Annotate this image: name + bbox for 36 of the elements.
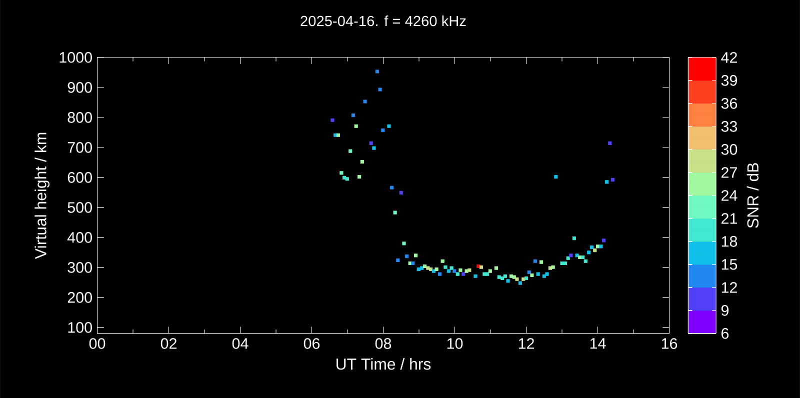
color-bar-label: 33 bbox=[721, 120, 738, 132]
color-bar-label: 27 bbox=[722, 167, 737, 178]
x-tick-label: 10 bbox=[447, 338, 463, 349]
color-bar-label: 12 bbox=[722, 282, 737, 293]
color-bar-label: 36 bbox=[721, 98, 738, 109]
x-tick-label: 08 bbox=[375, 338, 392, 349]
x-tick-label: 00 bbox=[89, 338, 106, 349]
y-tick-label: 900 bbox=[68, 82, 92, 93]
x-tick-label: 04 bbox=[232, 338, 248, 349]
color-bar-label: 21 bbox=[722, 213, 737, 224]
color-bar-label: 18 bbox=[722, 236, 738, 247]
y-tick-label: 200 bbox=[68, 292, 92, 303]
y-tick-label: 800 bbox=[68, 112, 92, 123]
color-bar-label: 15 bbox=[722, 259, 738, 270]
color-bar-label: 30 bbox=[721, 144, 738, 155]
y-tick-label: 400 bbox=[67, 232, 92, 243]
y-tick-label: 700 bbox=[68, 142, 92, 153]
y-tick-label: 500 bbox=[68, 202, 92, 213]
y-tick-label: 300 bbox=[68, 262, 92, 273]
x-axis-title: UT Time / hrs bbox=[336, 358, 431, 370]
color-bar-label: 6 bbox=[722, 328, 729, 339]
x-tick-label: 06 bbox=[304, 338, 320, 349]
color-bar-title: SNR / dB bbox=[746, 163, 759, 228]
color-bar-label: 39 bbox=[721, 74, 738, 86]
y-tick-label: 100 bbox=[68, 322, 92, 333]
color-bar-label: 9 bbox=[721, 304, 729, 316]
x-tick-label: 16 bbox=[662, 338, 678, 349]
color-bar-label: 24 bbox=[722, 190, 738, 201]
y-tick-label: 1000 bbox=[60, 52, 92, 63]
color-bar-label: 42 bbox=[721, 52, 737, 63]
y-tick-label: 600 bbox=[68, 172, 92, 183]
y-axis-title: Virtual height / km bbox=[34, 132, 50, 259]
x-tick-label: 02 bbox=[160, 338, 176, 349]
x-tick-label: 14 bbox=[590, 338, 606, 349]
x-tick-label: 12 bbox=[518, 338, 534, 349]
chart-title: 2025-04-16. f = 4260 kHz bbox=[300, 15, 466, 26]
